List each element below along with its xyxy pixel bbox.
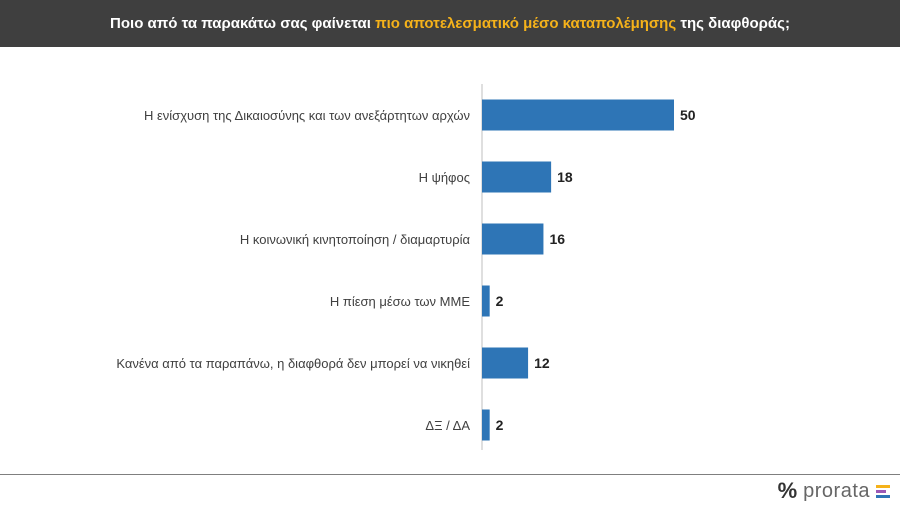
bar — [482, 99, 674, 131]
logo-percent-icon: % — [777, 478, 798, 503]
bar-chart: Η ενίσχυση της Δικαιοσύνης και των ανεξά… — [116, 84, 696, 450]
data-label: 16 — [549, 231, 565, 247]
bar — [482, 285, 490, 317]
category-label: Κανένα από τα παραπάνω, η διαφθορά δεν μ… — [116, 356, 470, 371]
category-label: Η κοινωνική κινητοποίηση / διαμαρτυρία — [240, 232, 471, 247]
data-label: 18 — [557, 169, 573, 185]
title-highlight: πιο αποτελεσματικό μέσο καταπολέμησης — [375, 15, 677, 32]
footer-divider — [0, 474, 900, 475]
category-label: Η ψήφος — [419, 170, 470, 185]
data-label: 50 — [680, 107, 696, 123]
bar — [482, 223, 544, 255]
chart-title: Ποιο από τα παρακάτω σας φαίνεται πιο απ… — [110, 15, 790, 32]
category-label: Η ενίσχυση της Δικαιοσύνης και των ανεξά… — [144, 108, 470, 123]
category-label: Η πίεση μέσω των ΜΜΕ — [330, 294, 470, 309]
logo-text: prorata — [803, 480, 870, 502]
data-label: 2 — [496, 417, 504, 433]
title-pre: Ποιο από τα παρακάτω σας φαίνεται — [110, 15, 371, 32]
chart-header: Ποιο από τα παρακάτω σας φαίνεται πιο απ… — [0, 0, 900, 47]
data-label: 12 — [534, 355, 550, 371]
bar — [482, 161, 552, 193]
title-post: της διαφθοράς; — [680, 15, 790, 32]
category-label: ΔΞ / ΔΑ — [425, 418, 470, 433]
bar — [482, 347, 529, 379]
data-label: 2 — [496, 293, 504, 309]
bar — [482, 409, 490, 441]
logo-bars-icon — [876, 484, 890, 498]
prorata-logo: % prorata — [778, 478, 890, 504]
